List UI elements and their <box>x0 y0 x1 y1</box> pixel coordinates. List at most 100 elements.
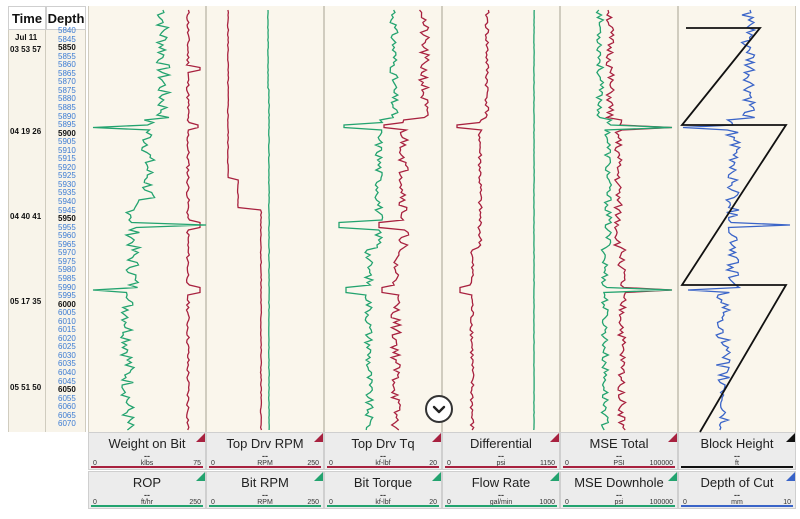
legend-min: 0 <box>565 499 569 506</box>
legend-color-bar <box>445 505 557 507</box>
log-track-4 <box>442 6 560 432</box>
legend-name: Top Drv Tq <box>351 436 415 451</box>
time-label: Jul 11 <box>15 33 38 42</box>
legend-corner-marker <box>305 433 323 442</box>
legend-min: 0 <box>329 499 333 506</box>
legend-unit: RPM <box>257 460 273 467</box>
legend-value: -- <box>498 490 504 500</box>
legend-color-bar <box>209 505 321 507</box>
legend-name: Depth of Cut <box>700 475 774 490</box>
legend-corner-marker <box>541 433 559 442</box>
depth-label: 5845 <box>58 34 76 44</box>
depth-label: 5850 <box>58 43 76 53</box>
legend-flow-rate[interactable]: Flow Rate -- 0 gal/min 1000 <box>442 471 560 509</box>
legend-value: -- <box>262 490 268 500</box>
depth-label: 5915 <box>58 154 76 164</box>
time-header: Time <box>8 6 46 30</box>
depth-column <box>46 30 86 432</box>
depth-label: 5925 <box>58 171 76 181</box>
legend-value: -- <box>380 451 386 461</box>
legend-bit-torque[interactable]: Bit Torque -- 0 kf-lbf 20 <box>324 471 442 509</box>
time-label: 05 17 35 <box>10 297 42 306</box>
legend-corner-marker <box>305 472 323 481</box>
legend-max: 75 <box>193 460 201 467</box>
legend-value: -- <box>144 451 150 461</box>
depth-label: 5885 <box>58 102 76 112</box>
depth-label: 5880 <box>58 94 76 104</box>
legend-max: 20 <box>429 499 437 506</box>
legend-unit: psi <box>496 460 506 467</box>
depth-label: 6065 <box>58 410 76 420</box>
depth-label: 5895 <box>58 120 76 130</box>
depth-label: 6030 <box>58 350 76 360</box>
depth-label: 5955 <box>58 222 76 232</box>
legend-name: Differential <box>470 436 532 451</box>
legend-value: -- <box>734 490 740 500</box>
legend-top-drv-tq[interactable]: Top Drv Tq -- 0 kf-lbf 20 <box>324 432 442 470</box>
legend-corner-marker <box>777 472 795 481</box>
legend-color-bar <box>681 466 793 468</box>
legend-min: 0 <box>447 499 451 506</box>
legend-corner-marker <box>423 472 441 481</box>
legend-value: -- <box>734 451 740 461</box>
legend-min: 0 <box>211 499 215 506</box>
time-label: 04 40 41 <box>10 212 42 221</box>
scroll-down-button[interactable] <box>425 395 453 423</box>
depth-label: 5870 <box>58 77 76 87</box>
legend-max: 20 <box>429 460 437 467</box>
legend-corner-marker <box>541 472 559 481</box>
legend-color-bar <box>209 466 321 468</box>
legend-corner-marker <box>659 433 677 442</box>
depth-label: 5900 <box>58 128 76 138</box>
legend-color-bar <box>563 505 675 507</box>
depth-label: 5890 <box>58 111 76 121</box>
legend-max: 1000 <box>539 499 555 506</box>
legend-corner-marker <box>423 433 441 442</box>
legend-weight-on-bit[interactable]: Weight on Bit -- 0 klbs 75 <box>88 432 206 470</box>
legend-min: 0 <box>447 460 451 467</box>
depth-label: 5990 <box>58 282 76 292</box>
legend-min: 0 <box>93 499 97 506</box>
legend-max: 1150 <box>539 460 555 467</box>
legend-block-height[interactable]: Block Height -- ft <box>678 432 796 470</box>
depth-label: 6070 <box>58 419 76 429</box>
depth-label: 6040 <box>58 368 76 377</box>
legend-name: Bit Torque <box>353 475 413 490</box>
legend-max: 10 <box>783 499 791 506</box>
depth-label: 6010 <box>58 316 76 326</box>
legend-depth-of-cut[interactable]: Depth of Cut -- 0 mm 10 <box>678 471 796 509</box>
legend-max: 250 <box>307 460 319 467</box>
legend-color-bar <box>327 466 439 468</box>
legend-unit: PSI <box>613 460 625 467</box>
legend-unit: RPM <box>257 499 273 506</box>
legend-differential[interactable]: Differential -- 0 psi 1150 <box>442 432 560 470</box>
legend-unit: ft/hr <box>140 499 154 506</box>
depth-header: Depth <box>46 6 86 30</box>
legend-value: -- <box>616 451 622 461</box>
depth-label: 5970 <box>58 248 76 258</box>
legend-min: 0 <box>683 499 687 506</box>
legend-bit-rpm[interactable]: Bit RPM -- 0 RPM 250 <box>206 471 324 509</box>
legend-max: 250 <box>307 499 319 506</box>
legend-name: Weight on Bit <box>108 436 186 451</box>
depth-label: 5840 <box>58 26 76 35</box>
depth-label: 6000 <box>58 299 76 309</box>
depth-label: 5920 <box>58 162 76 172</box>
depth-label: 5905 <box>58 137 76 147</box>
legend-mse-downhole[interactable]: MSE Downhole -- 0 psi 100000 <box>560 471 678 509</box>
legend-max: 250 <box>189 499 201 506</box>
legend-rop[interactable]: ROP -- 0 ft/hr 250 <box>88 471 206 509</box>
legend-mse-total[interactable]: MSE Total -- 0 PSI 100000 <box>560 432 678 470</box>
legend-top-drv-rpm[interactable]: Top Drv RPM -- 0 RPM 250 <box>206 432 324 470</box>
depth-label: 5950 <box>58 214 76 224</box>
depth-label: 6060 <box>58 402 76 412</box>
legend-name: MSE Downhole <box>574 475 664 490</box>
depth-label: 6005 <box>58 308 76 318</box>
legend-color-bar <box>681 505 793 507</box>
legend-color-bar <box>91 505 203 507</box>
depth-label: 5960 <box>58 231 76 241</box>
depth-label: 5975 <box>58 256 76 266</box>
legend-color-bar <box>327 505 439 507</box>
depth-label: 6020 <box>58 333 76 343</box>
